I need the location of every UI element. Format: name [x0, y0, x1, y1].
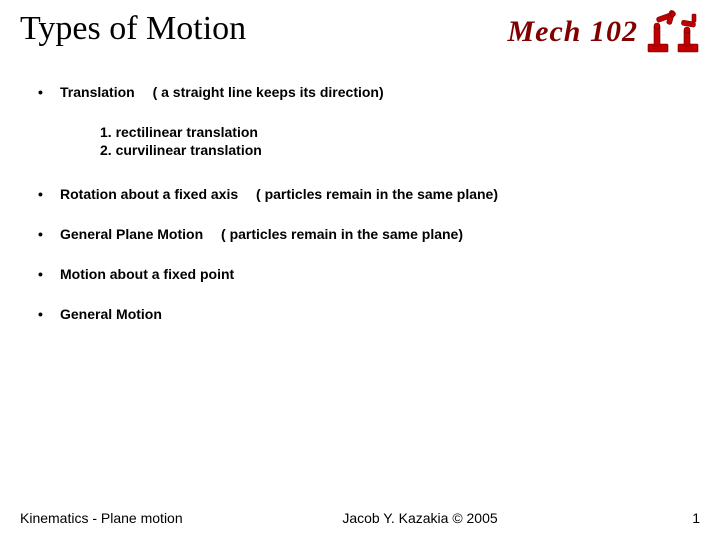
content-area: • Translation ( a straight line keeps it…: [0, 54, 720, 322]
bullet-marker: •: [20, 266, 60, 282]
bullet-item: • Motion about a fixed point: [20, 266, 700, 282]
bullet-marker: •: [20, 186, 60, 202]
bullet-note: ( a straight line keeps its direction): [153, 84, 384, 100]
bullet-item: • General Plane Motion ( particles remai…: [20, 226, 700, 242]
bullet-label: Rotation about a fixed axis: [60, 186, 238, 202]
bullet-label: General Plane Motion: [60, 226, 203, 242]
course-badge: Mech 102: [508, 10, 701, 54]
footer-left: Kinematics - Plane motion: [20, 510, 200, 526]
footer-page-number: 1: [640, 510, 700, 526]
sub-list: 1. rectilinear translation 2. curvilinea…: [100, 124, 700, 158]
bullet-note: ( particles remain in the same plane): [221, 226, 463, 242]
bullet-item: • General Motion: [20, 306, 700, 322]
sublist-item: 1. rectilinear translation: [100, 124, 700, 140]
bullet-marker: •: [20, 306, 60, 322]
bullet-label: General Motion: [60, 306, 162, 322]
bullet-marker: •: [20, 226, 60, 242]
sublist-item: 2. curvilinear translation: [100, 142, 700, 158]
course-label: Mech 102: [508, 15, 639, 49]
bullet-label: Motion about a fixed point: [60, 266, 234, 282]
footer: Kinematics - Plane motion Jacob Y. Kazak…: [0, 510, 720, 526]
bullet-label: Translation: [60, 84, 135, 100]
robot-arm-icon: [644, 10, 700, 54]
bullet-item: • Rotation about a fixed axis ( particle…: [20, 186, 700, 202]
footer-center: Jacob Y. Kazakia © 2005: [200, 510, 640, 526]
bullet-note: ( particles remain in the same plane): [256, 186, 498, 202]
bullet-item: • Translation ( a straight line keeps it…: [20, 84, 700, 100]
bullet-marker: •: [20, 84, 60, 100]
page-title: Types of Motion: [20, 10, 246, 48]
